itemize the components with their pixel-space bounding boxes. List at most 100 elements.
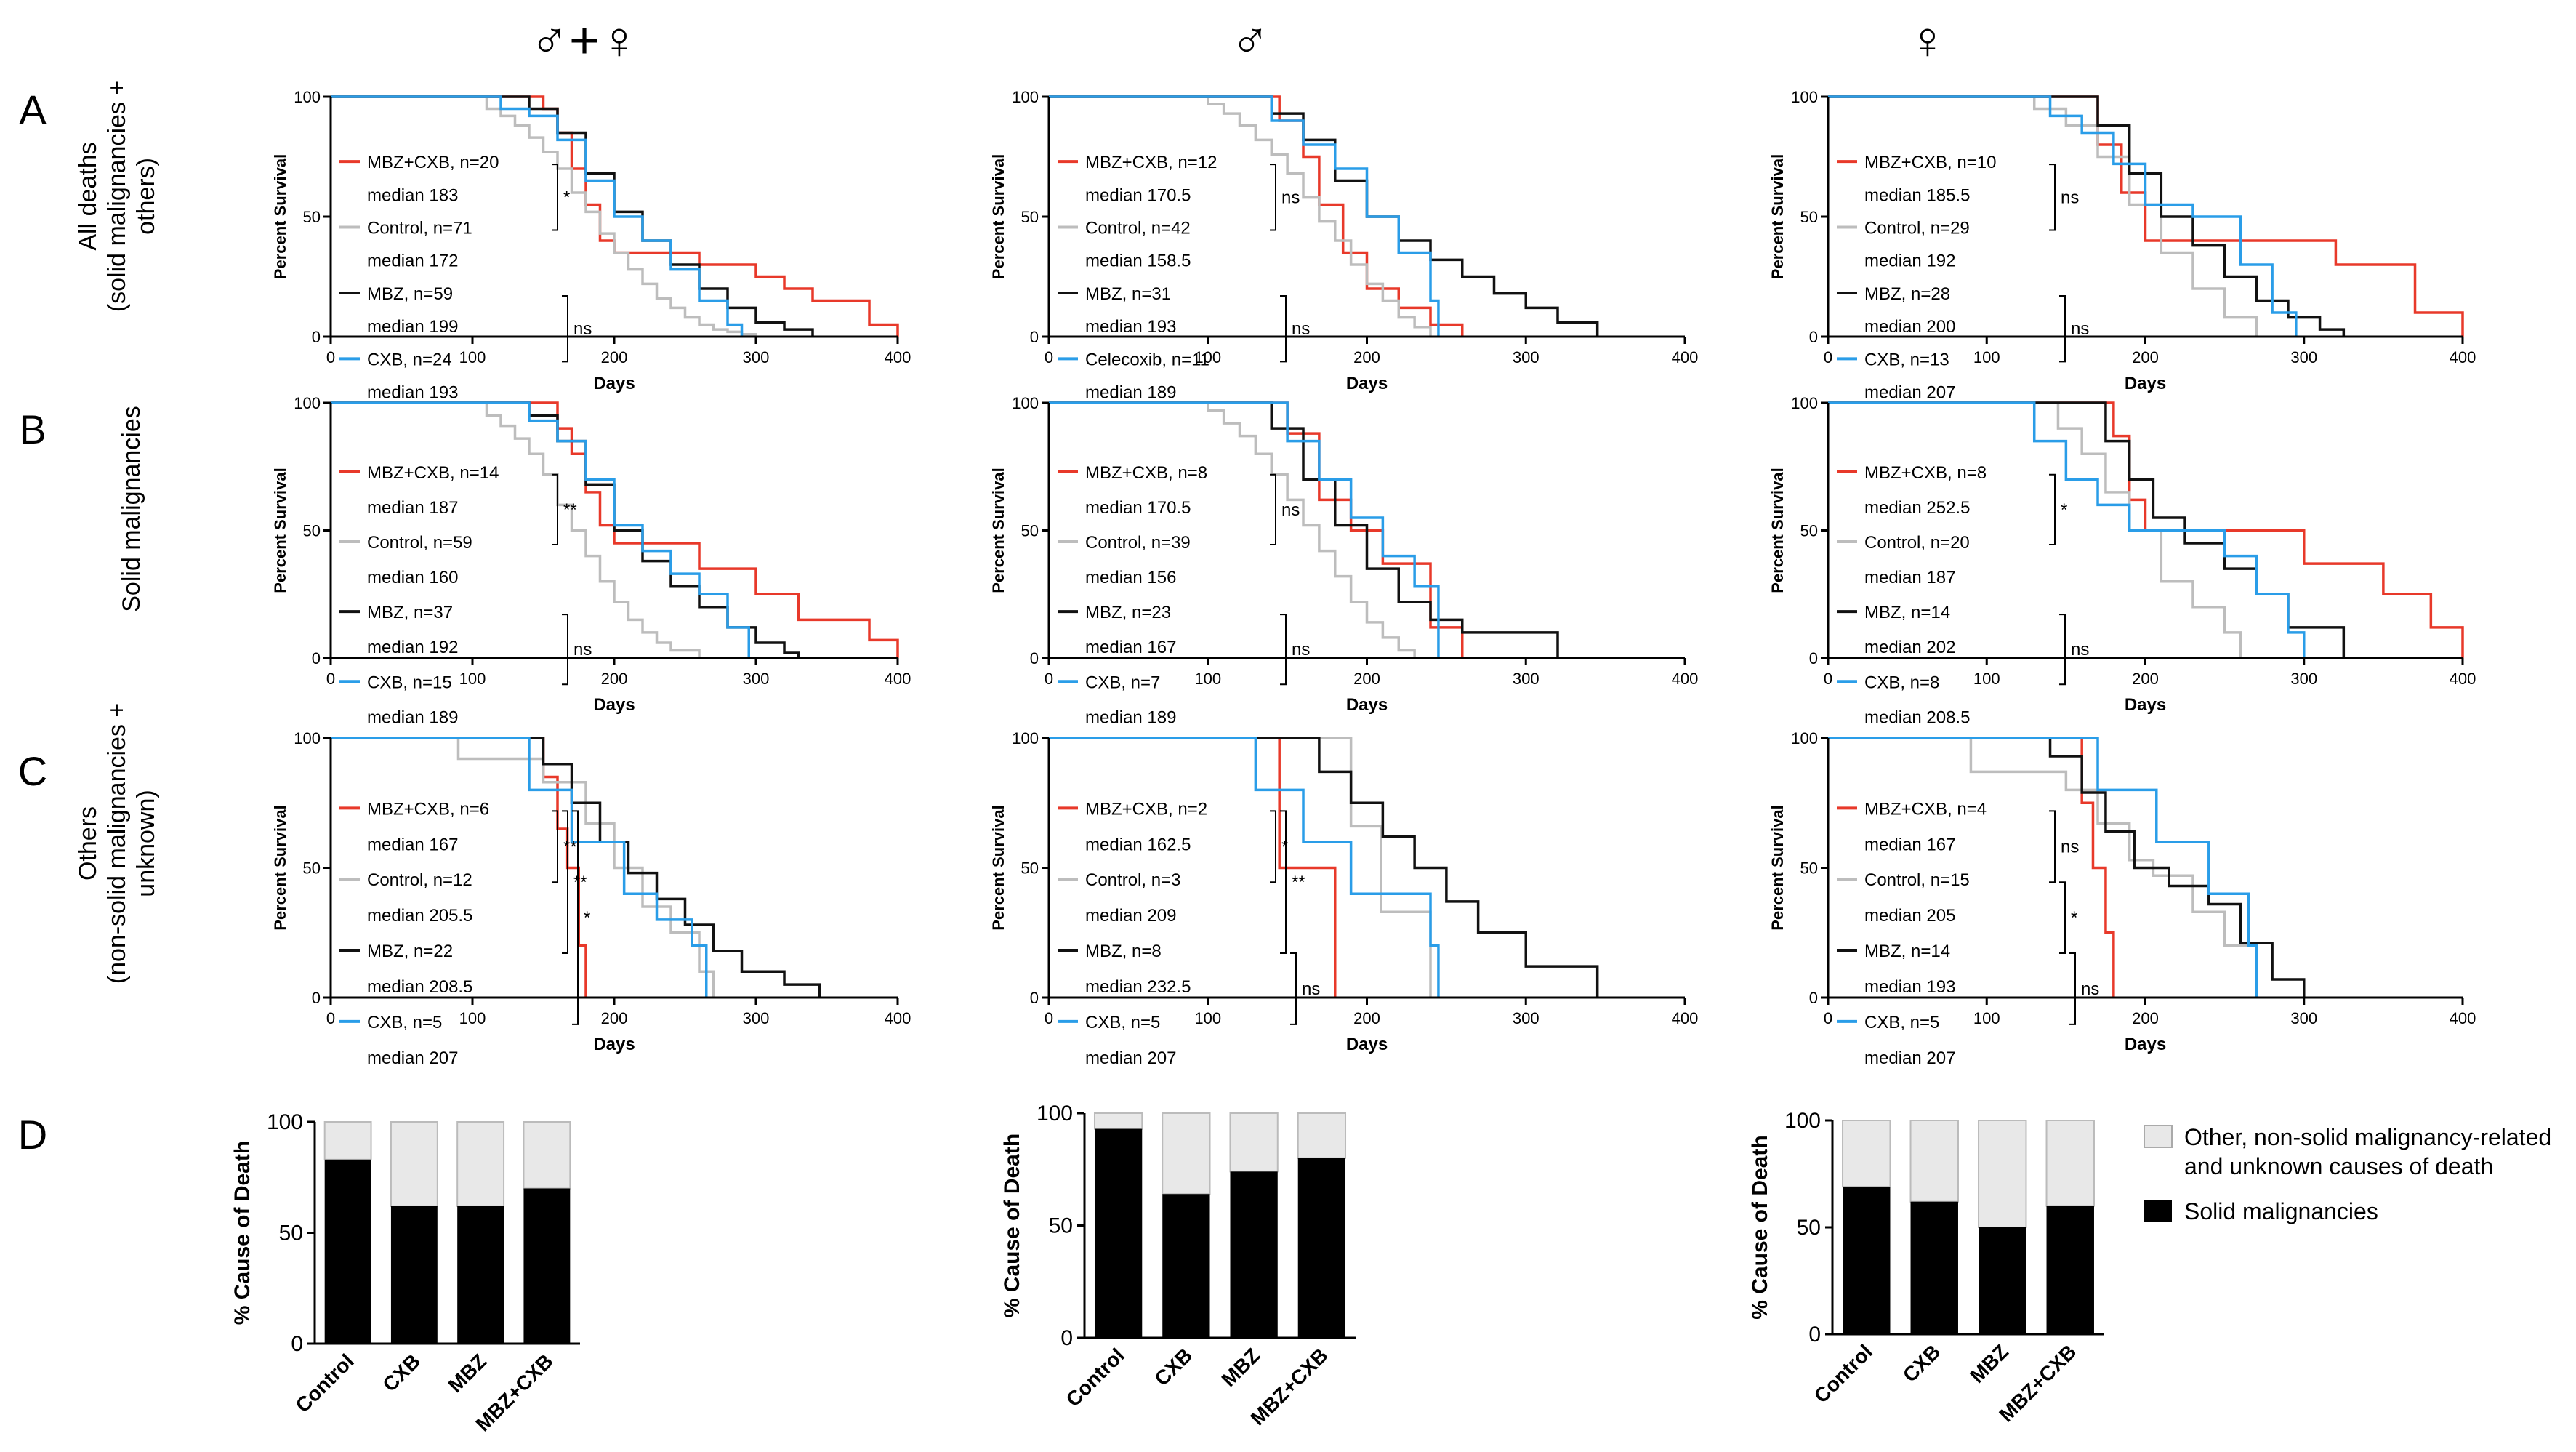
legend-median: median 193 xyxy=(1085,317,1176,337)
legend-solid-text: Solid malignancies xyxy=(2184,1198,2378,1224)
significance-label: ns xyxy=(1281,500,1300,520)
x-tick-label: 300 xyxy=(743,348,770,366)
column-title-1: ♂ xyxy=(1231,12,1270,70)
km-curve-control xyxy=(1049,95,1432,337)
km-curve-cxb xyxy=(1049,95,1440,337)
x-axis-label: Days xyxy=(2125,1035,2166,1054)
significance-label: ns xyxy=(1292,640,1310,659)
row-label-line: (non-solid malignancies + xyxy=(103,703,131,984)
km-curve-control xyxy=(331,401,701,658)
significance-bracket xyxy=(562,810,568,955)
significance-bracket xyxy=(2059,614,2066,686)
legend-entry: CXB, n=5 xyxy=(1864,1013,1939,1032)
legend-median: median 205.5 xyxy=(367,906,472,926)
significance-bracket xyxy=(2049,164,2056,231)
km-curve-control xyxy=(331,95,757,337)
significance-label: ns xyxy=(2071,319,2089,339)
column-title-0: ♂+♀ xyxy=(530,12,639,70)
y-tick-label: 50 xyxy=(1021,859,1039,878)
y-tick-label: 0 xyxy=(312,989,321,1007)
significance-bracket xyxy=(2069,952,2076,1025)
y-tick-label: 50 xyxy=(303,522,321,540)
bar-category-label: MBZ xyxy=(444,1349,491,1397)
legend-entry: Control, n=3 xyxy=(1085,870,1180,890)
x-tick-label: 100 xyxy=(459,1009,486,1027)
row-label-line: Others xyxy=(74,806,102,881)
x-axis-label: Days xyxy=(1346,1035,1388,1054)
significance-label: * xyxy=(2071,908,2077,928)
legend-entry: MBZ, n=8 xyxy=(1085,942,1162,961)
km-panel-3: 0 50 100 0 100 200 300 400 Days Percent Survival M… xyxy=(271,394,911,727)
column-title-2: ♀ xyxy=(1908,12,1947,70)
legend-median: median 167 xyxy=(1864,835,1955,854)
bar-category-label: CXB xyxy=(378,1349,424,1396)
x-tick-label: 0 xyxy=(1824,348,1832,366)
legend-median: median 162.5 xyxy=(1085,835,1191,854)
legend-entry: Control, n=29 xyxy=(1864,219,1970,238)
y-tick-label: 100 xyxy=(1037,1102,1073,1126)
bar-solid-MBZ+CXB xyxy=(523,1188,571,1344)
significance-label: * xyxy=(1281,837,1288,857)
y-tick-label: 50 xyxy=(303,859,321,878)
legend-median: median 185.5 xyxy=(1864,185,1970,205)
x-tick-label: 0 xyxy=(1824,1009,1832,1027)
x-tick-label: 0 xyxy=(1045,670,1053,688)
legend-median: median 232.5 xyxy=(1085,977,1191,997)
legend-entry: MBZ+CXB, n=8 xyxy=(1864,463,1987,483)
legend-median: median 209 xyxy=(1085,906,1176,926)
legend-entry: MBZ+CXB, n=8 xyxy=(1085,463,1207,483)
bar-category-label: Control xyxy=(1810,1340,1877,1407)
y-axis-label: % Cause of Death xyxy=(1000,1134,1024,1317)
bar-other-MBZ xyxy=(456,1121,505,1207)
y-tick-label: 100 xyxy=(1791,394,1818,412)
bar-other-Control xyxy=(1093,1112,1143,1130)
row-label-line: unknown) xyxy=(132,790,160,897)
km-panel-5: 0 50 100 0 100 200 300 400 Days Percent Survival M… xyxy=(1768,394,2476,727)
significance-bracket xyxy=(562,614,568,686)
row-label-B: Solid malignancies xyxy=(118,406,145,612)
significance-bracket xyxy=(552,810,558,883)
significance-label: ns xyxy=(573,640,592,659)
significance-label: ns xyxy=(2061,188,2079,207)
bar-solid-MBZ+CXB xyxy=(2046,1206,2094,1334)
y-axis-label: % Cause of Death xyxy=(1748,1135,1772,1319)
row-label-C: Others (non-solid malignancies + unknown) xyxy=(74,703,160,984)
y-tick-label: 0 xyxy=(1030,328,1039,346)
legend-median: median 160 xyxy=(367,568,458,587)
y-axis-label: Percent Survival xyxy=(989,805,1007,930)
x-tick-label: 200 xyxy=(601,670,628,688)
x-tick-label: 200 xyxy=(1353,348,1380,366)
km-panel-6: 0 50 100 0 100 200 300 400 Days Percent Survival M… xyxy=(271,729,911,1068)
legend-entry: MBZ, n=59 xyxy=(367,284,453,304)
y-tick-label: 0 xyxy=(1030,649,1039,667)
legend-median: median 202 xyxy=(1864,638,1955,657)
x-tick-label: 300 xyxy=(1513,1009,1539,1027)
y-tick-label: 50 xyxy=(1800,859,1818,878)
km-curve-cxb xyxy=(331,401,750,658)
legend-entry: Control, n=71 xyxy=(367,219,472,238)
bar-solid-MBZ xyxy=(1230,1171,1278,1338)
x-tick-label: 300 xyxy=(1513,348,1539,366)
bar-other-MBZ+CXB xyxy=(1297,1112,1347,1159)
x-tick-label: 200 xyxy=(601,1009,628,1027)
legend-median: median 183 xyxy=(367,185,458,205)
y-axis-label: Percent Survival xyxy=(989,468,1007,593)
x-axis-label: Days xyxy=(593,1035,635,1054)
x-tick-label: 300 xyxy=(2290,1009,2317,1027)
legend-median: median 208.5 xyxy=(1864,707,1970,727)
significance-label: ns xyxy=(1302,979,1320,999)
x-tick-label: 0 xyxy=(1045,348,1053,366)
legend-median: median 192 xyxy=(367,638,458,657)
legend-median: median 200 xyxy=(1864,317,1955,337)
x-tick-label: 300 xyxy=(743,670,770,688)
x-tick-label: 0 xyxy=(326,670,335,688)
y-tick-label: 0 xyxy=(312,649,321,667)
x-axis-label: Days xyxy=(593,695,635,715)
legend-median: median 199 xyxy=(367,317,458,337)
bar-legend: Other, non-solid malignancy-related and u… xyxy=(2144,1124,2551,1224)
x-axis-label: Days xyxy=(2125,695,2166,715)
x-tick-label: 200 xyxy=(2132,670,2159,688)
x-axis-label: Days xyxy=(2125,374,2166,393)
km-panel-8: 0 50 100 0 100 200 300 400 Days Percent Survival M… xyxy=(1768,729,2476,1068)
x-tick-label: 200 xyxy=(2132,348,2159,366)
